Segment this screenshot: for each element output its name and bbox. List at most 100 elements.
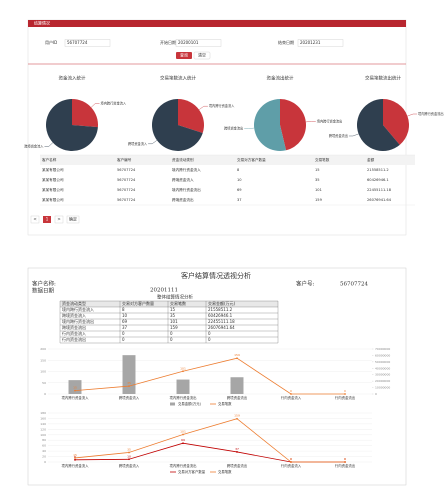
table-cell: 37 [122,325,128,330]
table-cell: 某某有限公司 [42,177,64,182]
table-cell: 境内跨行资金流出 [62,318,94,324]
line [74,357,345,395]
legend-label: 交易金额(万元) [178,401,202,406]
page-go: 确定 [69,216,77,222]
leader-line [407,113,418,117]
table-cell: 8 [122,307,125,312]
point [344,393,346,395]
point [128,458,130,461]
table-cell: 0 [122,331,125,336]
legend-label: 交易笔数 [218,401,232,406]
button-label: 查询 [180,52,188,58]
leader-line [44,142,54,147]
table-header-bg [60,301,278,307]
label: 客户号: [296,280,315,288]
x-tick-label: 行内资金流入 [281,463,302,468]
table-cell: 159 [170,325,178,330]
point [236,357,238,360]
table-cell: 0 [170,331,173,336]
point [74,389,76,392]
input[interactable] [64,39,111,47]
data-label: 15 [73,386,77,390]
table-cell: 10 [122,313,128,318]
query-button[interactable] [176,52,192,59]
point [236,417,238,420]
table-cell: 26076941.64 [367,198,392,202]
data-label: 0 [290,457,292,461]
legend-label: 交易对方客户数量 [178,469,206,474]
pie-slice [357,99,400,151]
point [236,451,238,453]
page-prev: < [33,217,36,222]
input[interactable] [175,39,222,47]
y2-tick-label: 0 [375,392,377,396]
data-label: 0 [344,389,346,393]
data-label: 15 [73,453,77,457]
y-tick-label: 150 [40,358,46,362]
page-button[interactable] [66,215,80,224]
point [128,385,130,388]
data-label: 69 [181,438,185,442]
pie-label: 跨境资金流出 [329,133,348,138]
table-header: 交易对方客户数量 [237,157,266,162]
table-cell: 15 [315,168,320,172]
page-button[interactable] [43,216,51,223]
y-tick-label: 0 [44,392,46,396]
y-tick-label: 200 [40,347,46,351]
pie-slice [383,99,410,145]
table-cell: 60426946.1 [367,178,389,182]
y2-tick-label: 50000000 [375,360,390,364]
point [74,458,76,461]
y-tick-label: 50 [42,381,46,385]
date: 20201111 [150,288,178,294]
leader-line [348,133,359,137]
table-cell: 境内跨行资金流入 [172,167,201,172]
form-label: 开始日期 [160,39,176,45]
table-cell: 某某有限公司 [42,197,64,202]
table-cell: 56707724 [117,188,136,192]
data-label: 0 [344,457,346,461]
data-label: 0 [290,457,292,461]
table-header: 客户名称 [42,157,57,162]
point [182,433,184,436]
point [128,451,130,454]
reset-button[interactable] [193,51,211,60]
pie-title: 资金流入统计 [59,75,86,82]
point [290,461,292,463]
table-header: 交易对方客户数量 [122,300,154,306]
table-cell: 159 [315,198,323,202]
table-header: 客户编号 [117,157,132,162]
pie-slice [152,99,203,151]
page-button[interactable] [54,215,64,224]
table-cell: 22455111.18 [367,188,392,192]
table-cell: 跨境资金流入 [62,312,86,318]
x-tick-label: 跨境资金流出 [227,463,248,468]
table-cell: 56707724 [117,178,136,182]
x-tick-label: 行内资金流出 [335,463,356,468]
table-header: 交易笔数 [170,300,186,306]
bar [122,355,136,394]
table-cell: 101 [170,319,178,324]
y2-tick-label: 60000000 [375,353,390,357]
pie-label: 跨境资金流入 [128,141,148,146]
table-cell: 境内跨行资金流出 [172,187,201,192]
table-header: 交易笔数 [315,157,330,162]
table-cell: 8 [237,168,240,172]
x-tick-label: 跨境资金流入 [119,395,140,400]
input[interactable] [297,39,344,47]
table-cell: 跨境资金流入 [172,177,194,182]
data-label: 159 [234,353,240,357]
table-cell: 69 [237,188,242,192]
table-cell: 跨境资金流出 [62,324,86,330]
page-button[interactable] [30,215,40,224]
y-tick-label: 180 [40,411,46,415]
table-cell: 境内跨行资金流入 [62,306,94,312]
ui-header-bar [28,20,406,27]
input-value: 20200101 [178,40,199,45]
y-tick-label: 120 [40,427,46,431]
pie-slice [178,99,204,134]
data-label: 37 [235,447,239,451]
x-tick-label: 境内跨行资金流出 [169,463,197,468]
bar [176,379,190,394]
